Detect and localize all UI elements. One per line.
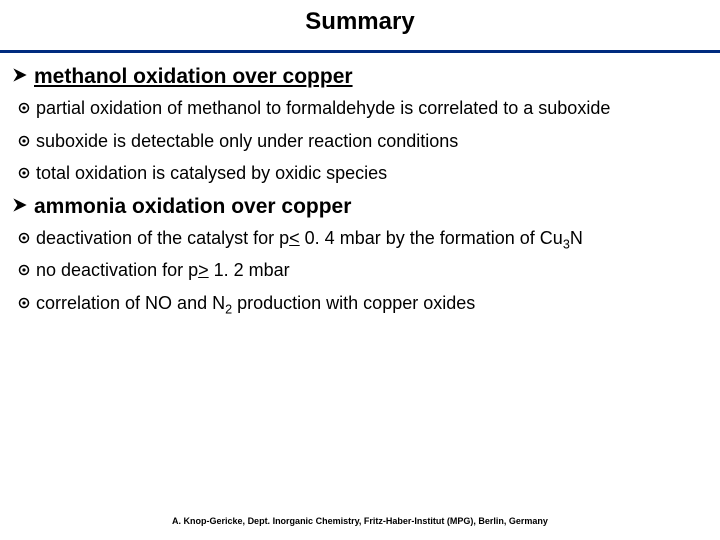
bullet-text-part: >	[198, 260, 209, 280]
bullet-text: suboxide is detectable only under reacti…	[36, 130, 458, 153]
section-heading: ammonia oxidation over copper	[12, 195, 708, 219]
arrow-icon	[12, 195, 28, 219]
bullet-text: deactivation of the catalyst for p< 0. 4…	[36, 227, 583, 250]
bullet-text-part: no deactivation for p	[36, 260, 198, 280]
bullet-item: total oxidation is catalysed by oxidic s…	[18, 162, 708, 185]
bullet-item: correlation of NO and N2 production with…	[18, 292, 708, 315]
bullet-text-part: 1. 2 mbar	[209, 260, 290, 280]
odot-icon	[18, 162, 30, 185]
bullet-item: no deactivation for p> 1. 2 mbar	[18, 259, 708, 282]
bullet-text-part: correlation of NO and N	[36, 293, 225, 313]
slide: Summary methanol oxidation over copper pa…	[0, 0, 720, 540]
bullet-text-part: 0. 4 mbar by the formation of Cu	[300, 228, 563, 248]
bullet-item: deactivation of the catalyst for p< 0. 4…	[18, 227, 708, 250]
section-heading: methanol oxidation over copper	[12, 65, 708, 89]
horizontal-rule	[0, 50, 720, 53]
bullet-text-part: <	[289, 228, 300, 248]
bullet-item: partial oxidation of methanol to formald…	[18, 97, 708, 120]
footer-attribution: A. Knop-Gericke, Dept. Inorganic Chemist…	[0, 516, 720, 526]
bullet-text: correlation of NO and N2 production with…	[36, 292, 475, 315]
bullet-text-part: production with copper oxides	[232, 293, 475, 313]
odot-icon	[18, 130, 30, 153]
bullet-text: no deactivation for p> 1. 2 mbar	[36, 259, 290, 282]
bullet-text: partial oxidation of methanol to formald…	[36, 97, 610, 120]
odot-icon	[18, 227, 30, 250]
odot-icon	[18, 292, 30, 315]
logo-placeholder	[6, 22, 18, 40]
section-heading-text: ammonia oxidation over copper	[34, 195, 351, 219]
odot-icon	[18, 97, 30, 120]
bullet-text: total oxidation is catalysed by oxidic s…	[36, 162, 387, 185]
bullet-text-part: deactivation of the catalyst for p	[36, 228, 289, 248]
content-area: methanol oxidation over copper partial ox…	[0, 65, 720, 314]
bullet-text-part: 3	[563, 237, 570, 251]
bullet-item: suboxide is detectable only under reacti…	[18, 130, 708, 153]
bullet-text-part: N	[570, 228, 583, 248]
page-title: Summary	[0, 0, 720, 50]
arrow-icon	[12, 65, 28, 89]
odot-icon	[18, 259, 30, 282]
section-heading-text: methanol oxidation over copper	[34, 65, 353, 89]
